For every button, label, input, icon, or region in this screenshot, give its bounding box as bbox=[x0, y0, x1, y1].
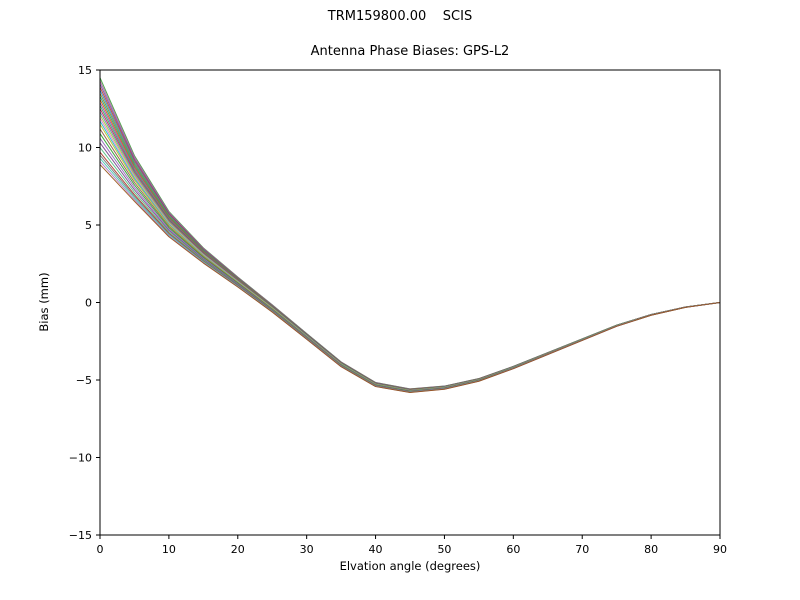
y-tick-label: −15 bbox=[69, 529, 92, 542]
x-tick-label: 50 bbox=[437, 543, 451, 556]
y-tick-label: 5 bbox=[85, 219, 92, 232]
series-line bbox=[100, 137, 720, 392]
x-tick-label: 20 bbox=[231, 543, 245, 556]
x-tick-label: 30 bbox=[300, 543, 314, 556]
x-tick-label: 70 bbox=[575, 543, 589, 556]
series-line bbox=[100, 164, 720, 394]
series-line bbox=[100, 147, 720, 393]
y-tick-label: 10 bbox=[78, 142, 92, 155]
y-tick-label: 15 bbox=[78, 64, 92, 77]
y-tick-label: −10 bbox=[69, 452, 92, 465]
x-tick-label: 0 bbox=[97, 543, 104, 556]
y-axis-ticks: −15 −10 −5 0 5 10 15 bbox=[69, 64, 100, 542]
plot-border bbox=[99, 69, 721, 536]
series-line bbox=[100, 80, 720, 390]
x-tick-label: 90 bbox=[713, 543, 727, 556]
y-axis-label: Bias (mm) bbox=[37, 272, 51, 332]
figure-suptitle: TRM159800.00 SCIS bbox=[327, 9, 473, 24]
x-tick-label: 60 bbox=[506, 543, 520, 556]
plot-title: Antenna Phase Biases: GPS-L2 bbox=[310, 44, 510, 59]
x-axis-ticks: 0 10 20 30 40 50 60 70 80 90 bbox=[97, 535, 727, 556]
series-line bbox=[100, 158, 720, 393]
series-line bbox=[100, 77, 720, 390]
y-tick-label: 0 bbox=[85, 297, 92, 310]
x-tick-label: 40 bbox=[369, 543, 383, 556]
x-axis-label: Elvation angle (degrees) bbox=[339, 559, 481, 573]
series-lines bbox=[100, 77, 720, 394]
series-line bbox=[100, 133, 720, 392]
series-line bbox=[100, 142, 720, 393]
series-line bbox=[100, 161, 720, 393]
series-line bbox=[100, 151, 720, 393]
series-line bbox=[100, 154, 720, 393]
series-line bbox=[100, 128, 720, 392]
series-line bbox=[100, 123, 720, 392]
x-tick-label: 80 bbox=[644, 543, 658, 556]
y-tick-label: −5 bbox=[76, 374, 92, 387]
series-line bbox=[100, 120, 720, 392]
x-tick-label: 10 bbox=[162, 543, 176, 556]
